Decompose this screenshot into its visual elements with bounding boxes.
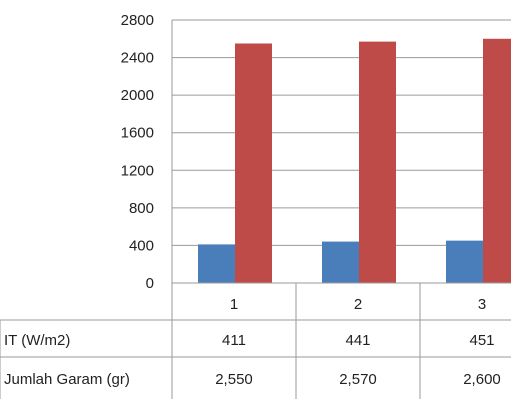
gridlines bbox=[172, 19, 511, 246]
y-tick-label: 2800 bbox=[121, 12, 154, 29]
x-category-label: 1 bbox=[230, 296, 238, 313]
table-value-it: 451 bbox=[469, 332, 494, 349]
table-value-it: 411 bbox=[222, 332, 246, 349]
y-tick-label: 1600 bbox=[121, 125, 154, 142]
bar-it-3 bbox=[446, 240, 483, 283]
table-value-jumlah-garam: 2,600 bbox=[463, 371, 501, 388]
table-value-jumlah-garam: 2,550 bbox=[215, 371, 253, 388]
bar-jumlah-garam-2 bbox=[359, 41, 396, 283]
x-category-label: 3 bbox=[478, 296, 486, 313]
y-tick-label: 2000 bbox=[121, 87, 154, 104]
bar-it-1 bbox=[198, 244, 235, 283]
y-tick-label: 0 bbox=[146, 275, 154, 292]
y-tick-label: 400 bbox=[129, 237, 154, 254]
bars bbox=[198, 38, 511, 284]
y-tick-label: 1200 bbox=[121, 162, 154, 179]
legend-row-label: IT (W/m2) bbox=[4, 332, 70, 349]
y-tick-label: 800 bbox=[129, 200, 154, 217]
y-axis: 0 400 800 1200 1600 2000 2400 2800 bbox=[121, 12, 173, 399]
table-value-jumlah-garam: 2,570 bbox=[339, 371, 377, 388]
bar-jumlah-garam-3 bbox=[483, 38, 511, 284]
y-tick-label: 2400 bbox=[121, 50, 154, 67]
legend-row-label: Jumlah Garam (gr) bbox=[4, 371, 130, 388]
bar-jumlah-garam-1 bbox=[235, 43, 272, 283]
table-value-it: 441 bbox=[345, 332, 370, 349]
bar-it-2 bbox=[322, 241, 359, 283]
x-category-label: 2 bbox=[354, 296, 362, 313]
data-table: 1 411 2,550 2 441 2,570 3 451 2,600 IT (W/m2) Juml… bbox=[0, 282, 511, 399]
